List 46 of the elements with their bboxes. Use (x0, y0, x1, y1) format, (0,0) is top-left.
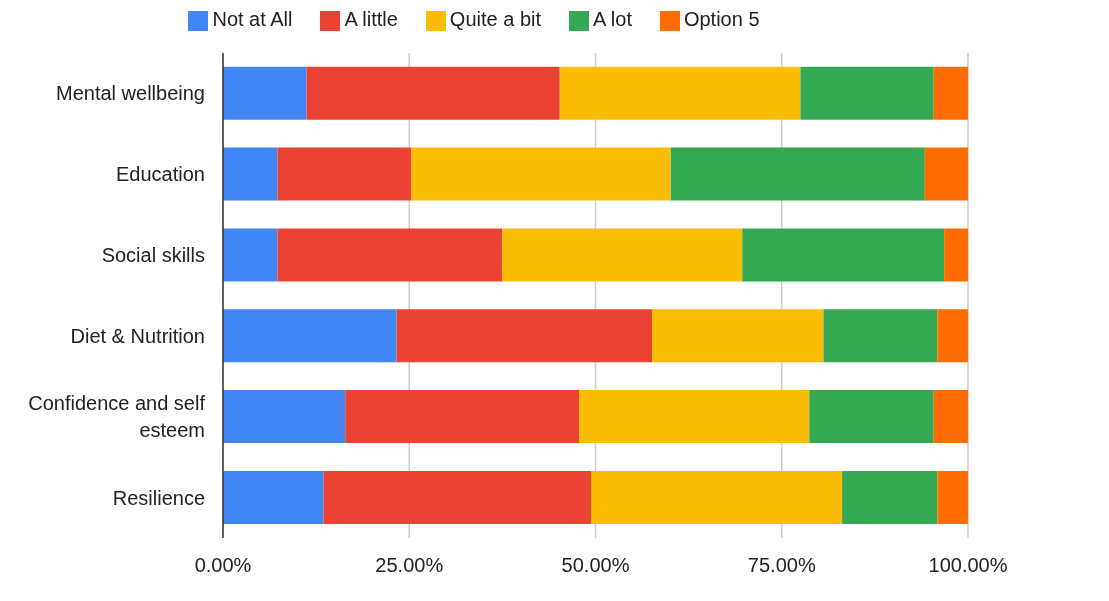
x-tick-label: 0.00% (194, 554, 252, 577)
bar (223, 66, 307, 120)
bar (306, 66, 560, 120)
x-tick-label: 50.00% (561, 554, 630, 577)
y-tick-label: Diet & Nutrition (70, 324, 205, 347)
bar (345, 390, 580, 444)
bar (800, 66, 934, 120)
legend-label: Option 5 (683, 8, 760, 30)
bar (323, 470, 592, 524)
x-tick-label: 75.00% (747, 554, 816, 577)
bar (944, 228, 968, 282)
bar (809, 390, 934, 444)
bar (277, 228, 503, 282)
bar (842, 470, 938, 524)
bar (933, 390, 968, 444)
bar (277, 147, 412, 201)
bar (223, 470, 324, 524)
y-tick-label: Social skills (101, 244, 205, 267)
x-tick-label: 25.00% (375, 554, 444, 577)
bar (591, 470, 843, 524)
bar (411, 147, 671, 201)
bar (823, 309, 938, 363)
y-tick-label: Resilience (112, 486, 205, 509)
bar (223, 147, 278, 201)
y-tick-label: Confidence and self esteem (28, 392, 206, 442)
bar (652, 309, 824, 363)
bar (223, 228, 278, 282)
bar (933, 66, 968, 120)
y-tick-label: Education (116, 163, 205, 186)
legend-label: Not at All (212, 8, 293, 30)
bar (937, 309, 968, 363)
bar (924, 147, 968, 201)
y-tick-label: Mental wellbeing (56, 82, 205, 105)
bar (579, 390, 810, 444)
bar (742, 228, 945, 282)
bar (670, 147, 925, 201)
bar (502, 228, 743, 282)
legend-label: A lot (593, 8, 632, 30)
bar (223, 309, 397, 363)
bar (937, 470, 968, 524)
legend-label: Quite a bit (449, 8, 542, 30)
bar (223, 390, 346, 444)
bar (396, 309, 653, 363)
x-tick-label: 100.00% (928, 554, 1008, 577)
legend-label: A little (344, 8, 398, 30)
bar (559, 66, 801, 120)
